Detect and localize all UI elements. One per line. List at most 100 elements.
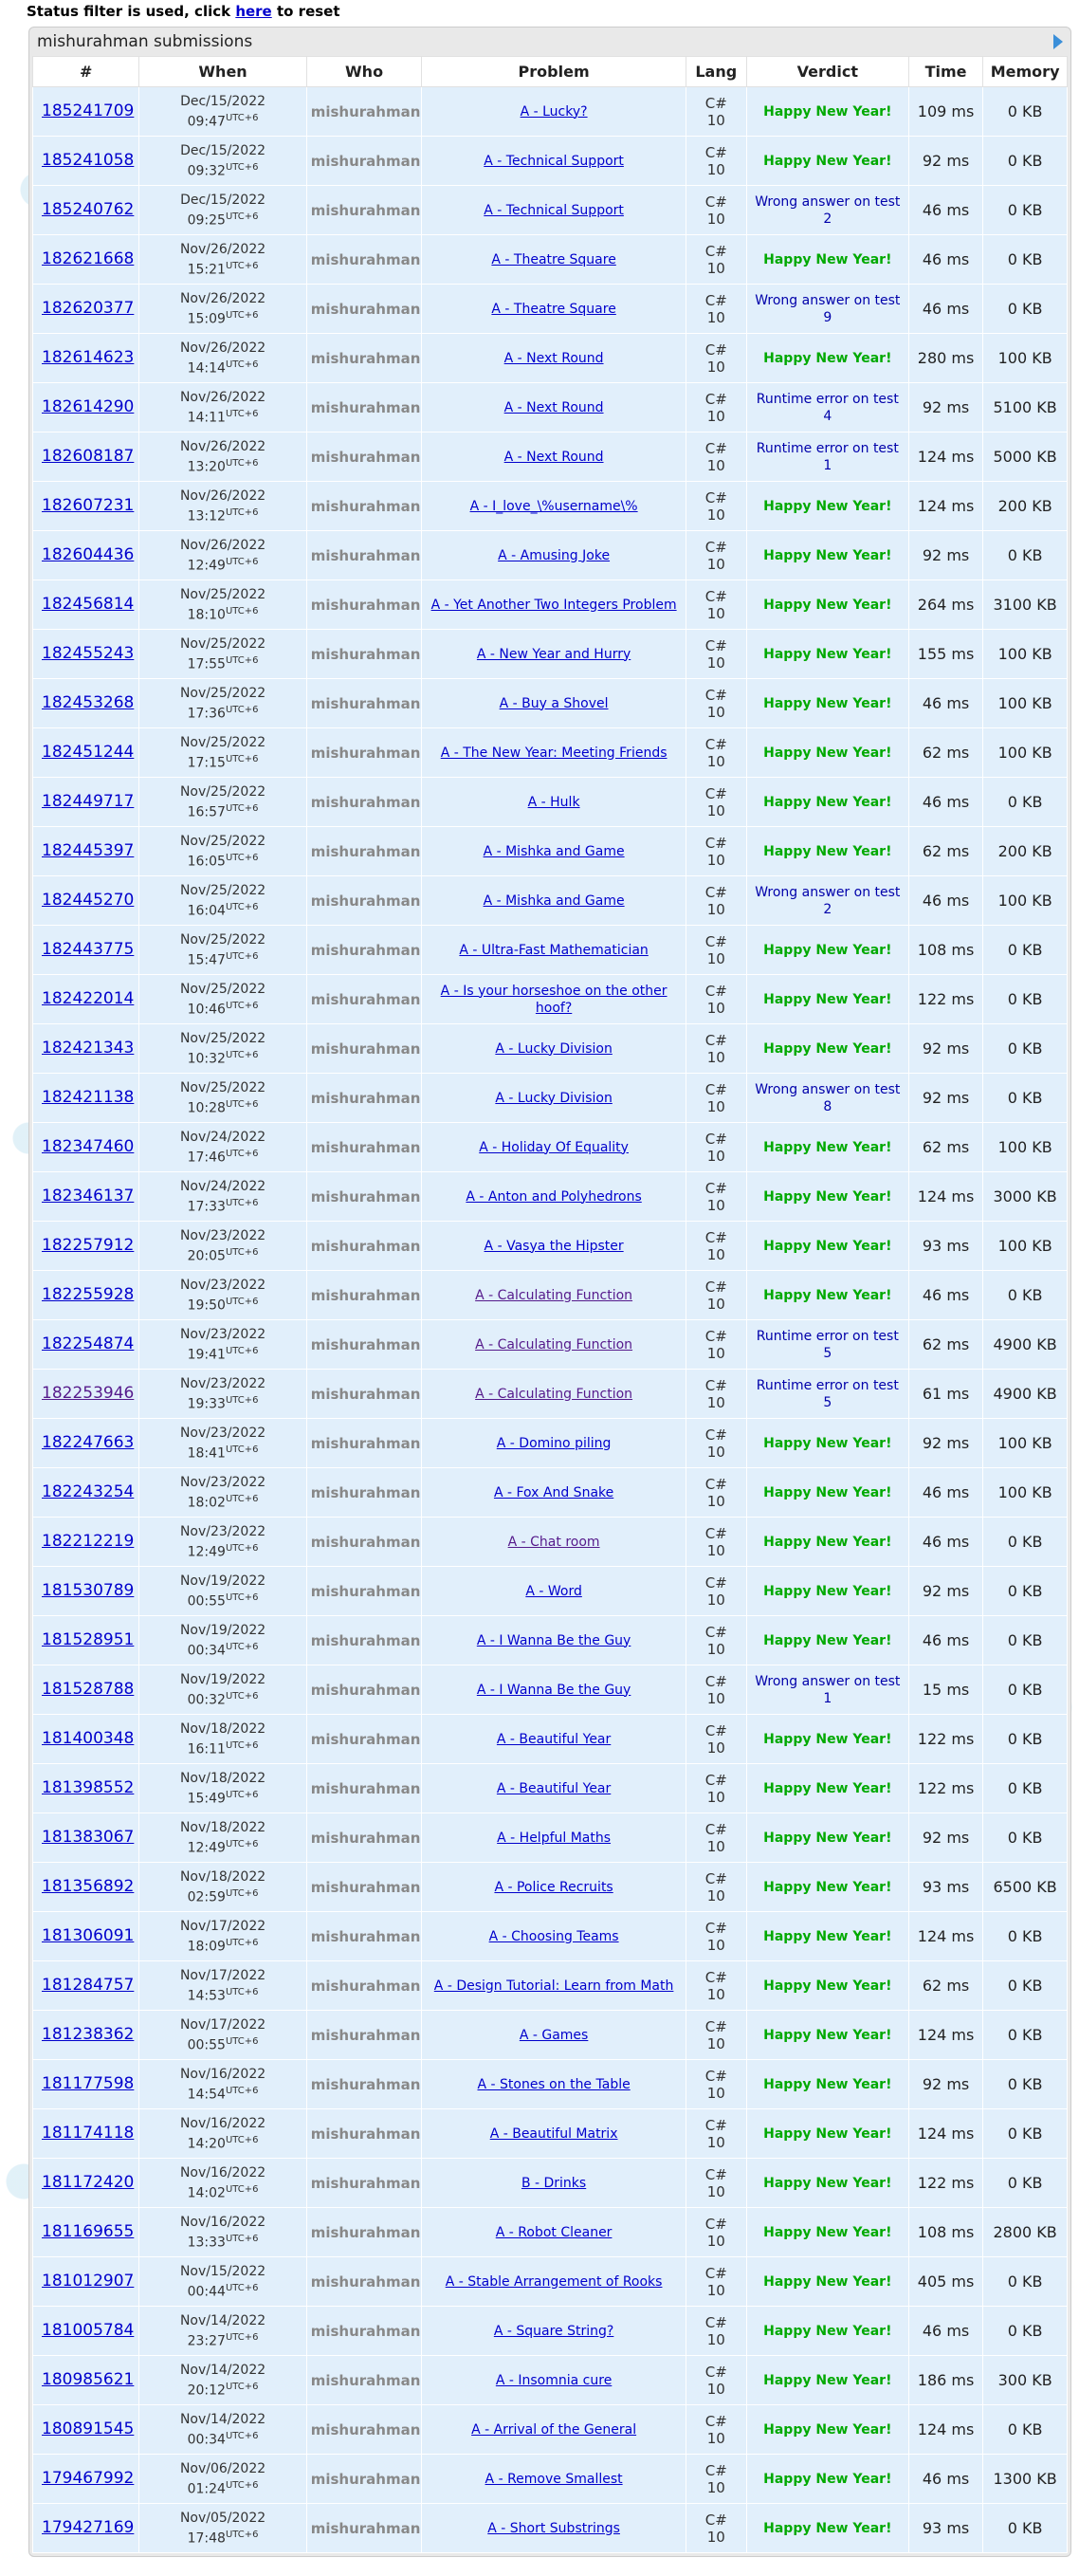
problem-link[interactable]: A - Remove Smallest <box>485 2471 623 2487</box>
submission-author[interactable]: mishurahman <box>305 1862 423 1912</box>
verdict-label[interactable]: Happy New Year! <box>763 1928 892 1944</box>
submission-id-link[interactable]: 181356892 <box>42 1877 135 1896</box>
submission-author[interactable]: mishurahman <box>305 777 423 827</box>
submission-id-link[interactable]: 182347460 <box>42 1137 135 1156</box>
verdict-label[interactable]: Happy New Year! <box>763 1040 892 1057</box>
problem-link[interactable]: A - Robot Cleaner <box>495 2224 613 2240</box>
reset-filter-link[interactable]: here <box>235 3 272 20</box>
verdict-label[interactable]: Happy New Year! <box>763 153 892 169</box>
problem-link[interactable]: A - Lucky Division <box>495 1040 613 1057</box>
submission-author[interactable]: mishurahman <box>305 580 423 630</box>
verdict-label[interactable]: Happy New Year! <box>763 991 892 1007</box>
triangle-right-icon[interactable] <box>1053 34 1063 49</box>
submission-id-link[interactable]: 181177598 <box>42 2074 135 2093</box>
problem-link[interactable]: A - Calculating Function <box>475 1336 633 1352</box>
submission-id-link[interactable]: 182253946 <box>42 1384 135 1403</box>
problem-link[interactable]: A - Theatre Square <box>491 301 616 317</box>
submission-author[interactable]: mishurahman <box>305 530 423 580</box>
submission-id-link[interactable]: 182247663 <box>42 1433 135 1452</box>
submission-id-link[interactable]: 182607231 <box>42 496 135 515</box>
problem-link[interactable]: A - Buy a Shovel <box>499 695 609 711</box>
submission-author[interactable]: mishurahman <box>305 185 423 235</box>
submission-id-link[interactable]: 181306091 <box>42 1926 135 1945</box>
submission-id-link[interactable]: 181528951 <box>42 1630 135 1649</box>
problem-link[interactable]: A - Lucky Division <box>495 1090 613 1106</box>
problem-link[interactable]: A - Fox And Snake <box>493 1484 614 1500</box>
submission-author[interactable]: mishurahman <box>305 1812 423 1863</box>
submission-author[interactable]: mishurahman <box>305 1763 423 1813</box>
problem-link[interactable]: A - Yet Another Two Integers Problem <box>430 597 677 613</box>
verdict-label[interactable]: Happy New Year! <box>763 2125 892 2142</box>
problem-link[interactable]: A - Games <box>519 2027 589 2043</box>
problem-link[interactable]: A - The New Year: Meeting Friends <box>440 745 668 761</box>
problem-link[interactable]: A - Anton and Polyhedrons <box>466 1188 642 1205</box>
problem-link[interactable]: A - I Wanna Be the Guy <box>476 1632 631 1648</box>
verdict-label[interactable]: Happy New Year! <box>763 695 892 711</box>
submission-id-link[interactable]: 181238362 <box>42 2025 135 2044</box>
verdict-label[interactable]: Happy New Year! <box>763 2175 892 2191</box>
verdict-label[interactable]: Wrong answer on test 2 <box>755 193 901 227</box>
submission-id-link[interactable]: 181383067 <box>42 1828 135 1847</box>
verdict-label[interactable]: Happy New Year! <box>763 2471 892 2487</box>
submission-id-link[interactable]: 182451244 <box>42 743 135 762</box>
problem-link[interactable]: A - I_love_\%username\% <box>469 498 638 514</box>
verdict-label[interactable]: Happy New Year! <box>763 1287 892 1303</box>
submission-id-link[interactable]: 185241058 <box>42 151 135 170</box>
verdict-label[interactable]: Runtime error on test 4 <box>756 391 899 424</box>
submission-id-link[interactable]: 185241709 <box>42 101 135 120</box>
problem-link[interactable]: A - Next Round <box>503 449 604 465</box>
col-header-memory[interactable]: Memory <box>982 56 1068 87</box>
problem-link[interactable]: A - Stones on the Table <box>477 2076 631 2092</box>
col-header-id[interactable]: # <box>31 56 140 87</box>
submission-author[interactable]: mishurahman <box>305 925 423 975</box>
verdict-label[interactable]: Happy New Year! <box>763 103 892 120</box>
submission-author[interactable]: mishurahman <box>305 432 423 482</box>
verdict-label[interactable]: Happy New Year! <box>763 2224 892 2240</box>
problem-link[interactable]: A - Arrival of the General <box>471 2421 637 2438</box>
verdict-label[interactable]: Happy New Year! <box>763 498 892 514</box>
submission-id-link[interactable]: 182255928 <box>42 1285 135 1304</box>
verdict-label[interactable]: Happy New Year! <box>763 646 892 662</box>
submission-author[interactable]: mishurahman <box>305 1615 423 1665</box>
submission-author[interactable]: mishurahman <box>305 1319 423 1370</box>
problem-link[interactable]: A - Calculating Function <box>475 1287 633 1303</box>
problem-link[interactable]: A - Lucky? <box>520 103 588 120</box>
submission-id-link[interactable]: 182421343 <box>42 1039 135 1058</box>
problem-link[interactable]: A - Helpful Maths <box>497 1830 612 1846</box>
verdict-label[interactable]: Happy New Year! <box>763 1978 892 1994</box>
submission-author[interactable]: mishurahman <box>305 2355 423 2405</box>
problem-link[interactable]: A - Police Recruits <box>494 1879 613 1895</box>
verdict-label[interactable]: Happy New Year! <box>763 1435 892 1451</box>
submission-author[interactable]: mishurahman <box>305 1467 423 1518</box>
problem-link[interactable]: A - New Year and Hurry <box>476 646 631 662</box>
submission-id-link[interactable]: 181174118 <box>42 2124 135 2143</box>
submission-id-link[interactable]: 182621668 <box>42 249 135 268</box>
problem-link[interactable]: A - Theatre Square <box>491 251 616 267</box>
submission-id-link[interactable]: 180891545 <box>42 2420 135 2438</box>
submission-id-link[interactable]: 181530789 <box>42 1581 135 1600</box>
verdict-label[interactable]: Happy New Year! <box>763 745 892 761</box>
col-header-lang[interactable]: Lang <box>685 56 747 87</box>
verdict-label[interactable]: Happy New Year! <box>763 547 892 563</box>
verdict-label[interactable]: Runtime error on test 1 <box>756 440 899 473</box>
verdict-label[interactable]: Wrong answer on test 8 <box>755 1081 901 1114</box>
verdict-label[interactable]: Happy New Year! <box>763 2076 892 2092</box>
submission-author[interactable]: mishurahman <box>305 826 423 876</box>
verdict-label[interactable]: Happy New Year! <box>763 2323 892 2339</box>
problem-link[interactable]: A - Holiday Of Equality <box>479 1139 629 1155</box>
submission-id-link[interactable]: 181005784 <box>42 2321 135 2340</box>
verdict-label[interactable]: Happy New Year! <box>763 1830 892 1846</box>
problem-link[interactable]: A - Word <box>525 1583 582 1599</box>
submission-author[interactable]: mishurahman <box>305 2256 423 2307</box>
col-header-problem[interactable]: Problem <box>421 56 686 87</box>
submission-id-link[interactable]: 182421138 <box>42 1088 135 1107</box>
submission-id-link[interactable]: 180985621 <box>42 2370 135 2389</box>
verdict-label[interactable]: Happy New Year! <box>763 1879 892 1895</box>
submission-id-link[interactable]: 182456814 <box>42 595 135 614</box>
submission-id-link[interactable]: 181172420 <box>42 2173 135 2192</box>
submission-id-link[interactable]: 181400348 <box>42 1729 135 1748</box>
submission-author[interactable]: mishurahman <box>305 382 423 432</box>
submission-id-link[interactable]: 182445397 <box>42 841 135 860</box>
verdict-label[interactable]: Happy New Year! <box>763 2520 892 2536</box>
problem-link[interactable]: A - Chat room <box>507 1534 600 1550</box>
